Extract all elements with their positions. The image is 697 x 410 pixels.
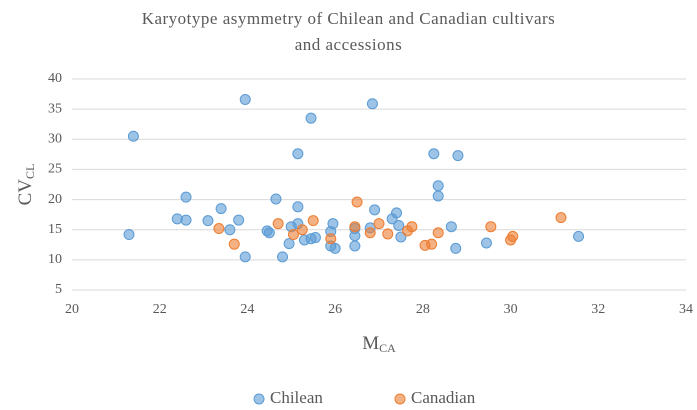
y-tick-label: 20 bbox=[48, 192, 62, 207]
point bbox=[573, 230, 585, 242]
point bbox=[233, 214, 245, 226]
point bbox=[393, 219, 405, 231]
point bbox=[432, 180, 444, 192]
point bbox=[296, 224, 308, 236]
y-tick-label: 25 bbox=[48, 162, 62, 177]
point bbox=[349, 221, 361, 233]
point bbox=[406, 221, 418, 233]
point bbox=[270, 193, 282, 205]
point bbox=[283, 238, 295, 250]
point bbox=[305, 112, 317, 124]
point bbox=[325, 233, 337, 245]
point bbox=[309, 232, 321, 244]
point bbox=[239, 251, 251, 263]
point bbox=[202, 215, 214, 227]
x-tick-label: 26 bbox=[328, 302, 342, 317]
y-tick-label: 5 bbox=[55, 282, 62, 297]
point bbox=[307, 215, 319, 227]
point bbox=[329, 242, 341, 254]
point bbox=[445, 221, 457, 233]
point bbox=[373, 218, 385, 230]
point bbox=[327, 218, 339, 230]
point bbox=[180, 191, 192, 203]
legend-marker bbox=[253, 393, 265, 405]
point bbox=[432, 190, 444, 202]
x-tick-label: 28 bbox=[416, 302, 430, 317]
point bbox=[364, 227, 376, 239]
point bbox=[127, 130, 139, 142]
point bbox=[272, 218, 284, 230]
chart-title: Karyotype asymmetry of Chilean and Canad… bbox=[141, 9, 556, 54]
point bbox=[426, 238, 438, 250]
point bbox=[277, 251, 289, 263]
point bbox=[366, 98, 378, 110]
point bbox=[369, 204, 381, 216]
point bbox=[287, 229, 299, 241]
point bbox=[239, 93, 251, 105]
point bbox=[555, 212, 567, 224]
legend-label: Canadian bbox=[411, 388, 476, 407]
legend-label: Chilean bbox=[270, 388, 323, 407]
point bbox=[391, 207, 403, 219]
y-axis-label: CVCL bbox=[15, 164, 36, 206]
point bbox=[452, 150, 464, 162]
point bbox=[351, 196, 363, 208]
x-tick-label: 30 bbox=[504, 302, 518, 317]
legend-marker bbox=[394, 393, 406, 405]
point bbox=[432, 227, 444, 239]
x-tick-label: 20 bbox=[65, 302, 79, 317]
point bbox=[480, 237, 492, 249]
x-tick-label: 34 bbox=[679, 302, 693, 317]
point bbox=[292, 148, 304, 160]
x-axis-label-sub: CA bbox=[379, 341, 396, 355]
point bbox=[507, 230, 519, 242]
y-tick-label: 40 bbox=[48, 71, 62, 86]
y-tick-label: 10 bbox=[48, 252, 62, 267]
point bbox=[263, 227, 275, 239]
y-tick-label: 30 bbox=[48, 132, 62, 147]
point bbox=[180, 214, 192, 226]
x-axis-label-main: M bbox=[362, 333, 379, 354]
point bbox=[349, 240, 361, 252]
point bbox=[485, 221, 497, 233]
x-tick-label: 32 bbox=[591, 302, 605, 317]
point bbox=[123, 229, 135, 241]
point bbox=[382, 228, 394, 240]
y-tick-label: 35 bbox=[48, 101, 62, 116]
point bbox=[213, 223, 225, 235]
y-axis-label-sub: CL bbox=[23, 164, 37, 179]
x-axis-label: MCA bbox=[362, 333, 396, 354]
point bbox=[450, 242, 462, 254]
y-tick-label: 15 bbox=[48, 222, 62, 237]
x-tick-label: 24 bbox=[240, 302, 254, 317]
y-axis-label-main: CV bbox=[15, 179, 36, 206]
point bbox=[228, 238, 240, 250]
point bbox=[292, 201, 304, 213]
point bbox=[215, 203, 227, 215]
x-tick-label: 22 bbox=[153, 302, 167, 317]
point bbox=[224, 224, 236, 236]
point bbox=[428, 148, 440, 160]
